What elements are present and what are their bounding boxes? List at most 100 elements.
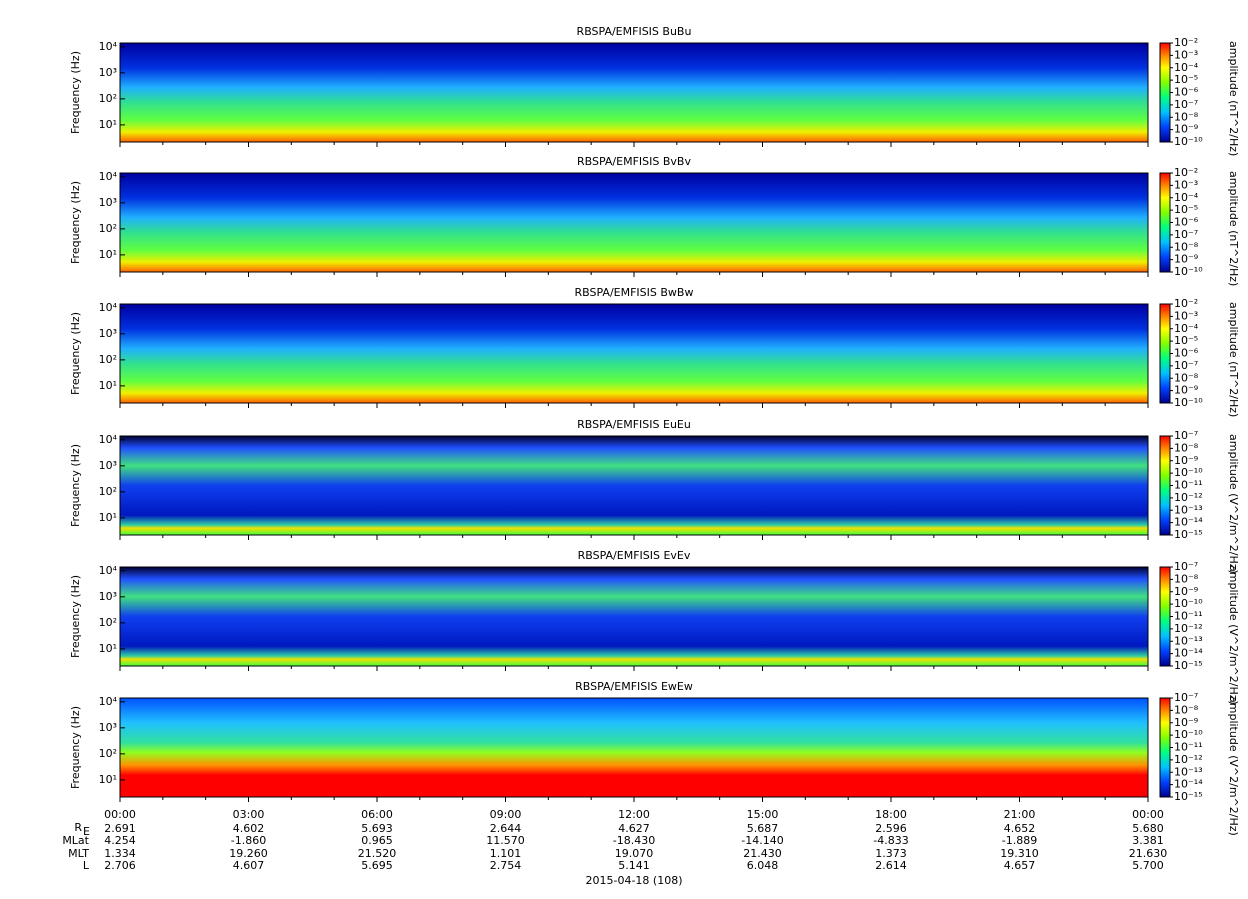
colorbar-tick-label: 10⁻³ (1174, 309, 1198, 322)
colorbar-tick-label: 10⁻³ (1174, 48, 1198, 61)
row-value: 21.520 (358, 847, 397, 860)
spectrogram-image (120, 43, 1148, 142)
y-tick-label: 10³ (99, 721, 117, 734)
row-value: 4.254 (104, 834, 136, 847)
colorbar-tick-label: 10⁻⁹ (1174, 716, 1198, 729)
colorbar-tick-label: 10⁻⁷ (1174, 560, 1198, 573)
colorbar-tick-label: 10⁻¹¹ (1174, 741, 1203, 754)
panel-title: RBSPA/EMFISIS BwBw (575, 286, 694, 299)
colorbar-tick-label: 10⁻⁸ (1174, 703, 1199, 716)
y-tick-label: 10² (99, 747, 117, 760)
y-axis-label: Frequency (Hz) (69, 312, 82, 395)
colorbar (1159, 697, 1171, 798)
colorbar-tick-label: 10⁻⁵ (1174, 203, 1198, 216)
colorbar-tick-label: 10⁻¹⁰ (1174, 396, 1203, 409)
colorbar-label: amplitude (nT^2/Hz) (1227, 41, 1240, 156)
spectrogram-image (120, 436, 1148, 535)
row-value: 5.141 (618, 859, 650, 872)
colorbar-tick-label: 10⁻¹⁰ (1174, 135, 1203, 148)
colorbar-tick-label: 10⁻¹² (1174, 622, 1203, 635)
colorbar-tick-label: 10⁻⁷ (1174, 429, 1198, 442)
row-value: -18.430 (613, 834, 655, 847)
x-tick-label: 03:00 (233, 808, 265, 821)
row-value: 2.706 (104, 859, 136, 872)
y-axis-label: Frequency (Hz) (69, 51, 82, 134)
row-value: 1.334 (104, 847, 136, 860)
row-value: 4.652 (1004, 822, 1036, 835)
colorbar-tick-label: 10⁻¹⁰ (1174, 466, 1203, 479)
date-label: 2015-04-18 (108) (585, 874, 682, 887)
colorbar-label: amplitude (V^2/m^2/Hz) (1227, 434, 1240, 574)
colorbar-label: amplitude (V^2/m^2/Hz) (1227, 565, 1240, 705)
row-value: 2.614 (875, 859, 907, 872)
colorbar-tick-label: 10⁻⁹ (1174, 585, 1198, 598)
panel-title: RBSPA/EMFISIS BuBu (577, 25, 692, 38)
y-tick-label: 10⁴ (99, 695, 118, 708)
panel-title: RBSPA/EMFISIS EuEu (577, 418, 691, 431)
colorbar-tick-label: 10⁻¹³ (1174, 503, 1203, 516)
colorbar-tick-label: 10⁻¹⁵ (1174, 790, 1203, 803)
x-tick-label: 06:00 (361, 808, 393, 821)
colorbar-tick-label: 10⁻¹⁵ (1174, 659, 1203, 672)
row-value: 4.657 (1004, 859, 1036, 872)
row-value: -4.833 (873, 834, 908, 847)
colorbar-tick-label: 10⁻⁶ (1174, 347, 1199, 360)
x-tick-label: 00:00 (104, 808, 136, 821)
colorbar-tick-label: 10⁻² (1174, 166, 1198, 179)
colorbar (1159, 435, 1171, 536)
colorbar (1159, 566, 1171, 667)
colorbar-tick-label: 10⁻² (1174, 36, 1198, 49)
y-tick-label: 10³ (99, 459, 117, 472)
y-tick-label: 10¹ (99, 773, 117, 786)
row-value: -14.140 (741, 834, 783, 847)
colorbar-tick-label: 10⁻⁹ (1174, 253, 1198, 266)
row-label: MLat (62, 834, 89, 847)
panel-title: RBSPA/EMFISIS EvEv (578, 549, 691, 562)
colorbar (1159, 42, 1171, 143)
colorbar-tick-label: 10⁻⁸ (1174, 110, 1199, 123)
colorbar-tick-label: 10⁻⁴ (1174, 322, 1199, 335)
colorbar-tick-label: 10⁻⁷ (1174, 98, 1198, 111)
y-tick-label: 10⁴ (99, 170, 118, 183)
x-tick-label: 09:00 (490, 808, 522, 821)
y-tick-label: 10² (99, 92, 117, 105)
row-value: 2.596 (875, 822, 907, 835)
colorbar-label: amplitude (V^2/m^2/Hz) (1227, 696, 1240, 836)
colorbar-tick-label: 10⁻⁷ (1174, 359, 1198, 372)
colorbar-tick-label: 10⁻⁴ (1174, 191, 1199, 204)
y-tick-label: 10⁴ (99, 564, 118, 577)
row-value: 5.693 (361, 822, 393, 835)
row-value: 5.680 (1132, 822, 1164, 835)
y-axis-label: Frequency (Hz) (69, 444, 82, 527)
colorbar-tick-label: 10⁻¹⁰ (1174, 597, 1203, 610)
row-value: 5.700 (1132, 859, 1164, 872)
spectrogram-image (120, 698, 1148, 797)
row-value: 1.101 (490, 847, 522, 860)
y-tick-label: 10² (99, 485, 117, 498)
colorbar (1159, 172, 1171, 273)
row-value: 6.048 (747, 859, 779, 872)
row-value: -1.860 (231, 834, 266, 847)
colorbar-tick-label: 10⁻¹⁴ (1174, 647, 1203, 660)
spectrogram-image (120, 173, 1148, 272)
colorbar-tick-label: 10⁻⁹ (1174, 384, 1198, 397)
row-label: L (83, 859, 90, 872)
y-tick-label: 10¹ (99, 642, 117, 655)
row-value: 2.754 (490, 859, 522, 872)
row-value: 3.381 (1132, 834, 1164, 847)
colorbar-tick-label: 10⁻⁸ (1174, 240, 1199, 253)
colorbar-tick-label: 10⁻⁷ (1174, 228, 1198, 241)
y-tick-label: 10¹ (99, 379, 117, 392)
row-value: 21.430 (743, 847, 782, 860)
y-tick-label: 10¹ (99, 248, 117, 261)
row-value: 2.644 (490, 822, 522, 835)
y-tick-label: 10¹ (99, 511, 117, 524)
colorbar-tick-label: 10⁻¹⁰ (1174, 728, 1203, 741)
colorbar-tick-label: 10⁻¹⁰ (1174, 265, 1203, 278)
y-tick-label: 10³ (99, 327, 117, 340)
row-value: 4.627 (618, 822, 650, 835)
row-value: 5.695 (361, 859, 393, 872)
y-axis-label: Frequency (Hz) (69, 575, 82, 658)
colorbar (1159, 303, 1171, 404)
